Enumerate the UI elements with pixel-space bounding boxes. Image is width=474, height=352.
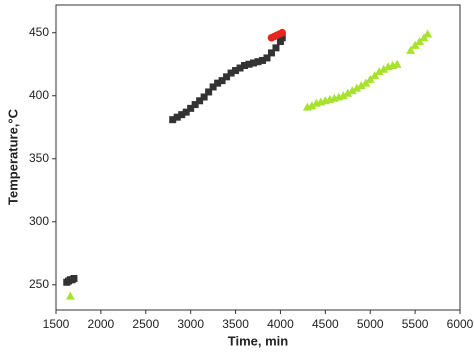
point: [352, 83, 362, 92]
point: [307, 101, 317, 110]
point: [278, 28, 287, 37]
point: [169, 116, 177, 124]
x-tick-label: 4000: [267, 317, 294, 331]
point: [343, 88, 353, 97]
point: [70, 274, 78, 282]
point: [205, 88, 213, 96]
y-tick-label: 450: [29, 25, 49, 39]
point: [263, 54, 271, 62]
x-tick-label: 2000: [88, 317, 115, 331]
point: [406, 45, 416, 54]
x-tick-label: 4500: [312, 317, 339, 331]
point: [232, 67, 240, 75]
point: [227, 69, 235, 77]
y-tick-label: 400: [29, 88, 49, 102]
x-tick-label: 3000: [177, 317, 204, 331]
point: [374, 67, 384, 76]
point: [178, 111, 186, 119]
point: [236, 64, 244, 72]
y-tick-label: 300: [29, 214, 49, 228]
point: [250, 59, 258, 67]
point: [258, 56, 266, 64]
point: [182, 108, 190, 116]
point: [370, 71, 380, 80]
point: [173, 113, 181, 121]
point: [241, 61, 249, 69]
point: [276, 38, 284, 46]
point: [254, 58, 262, 66]
point: [365, 74, 375, 83]
point: [65, 291, 75, 300]
point: [272, 44, 280, 52]
plot-frame: [55, 4, 461, 311]
y-tick-label: 350: [29, 151, 49, 165]
point: [187, 104, 195, 112]
point: [410, 40, 420, 49]
x-tick-label: 6000: [447, 317, 474, 331]
point: [200, 93, 208, 101]
y-axis-title: Temperature,°C: [5, 108, 20, 205]
x-tick-label: 5000: [357, 317, 384, 331]
point: [245, 60, 253, 68]
point: [196, 97, 204, 105]
x-tick-label: 1500: [43, 317, 70, 331]
point: [415, 37, 425, 46]
x-axis-title: Time, min: [228, 333, 289, 348]
point: [218, 77, 226, 85]
point: [347, 86, 357, 95]
point: [379, 64, 389, 73]
point: [392, 59, 402, 68]
point: [356, 81, 366, 90]
point: [338, 91, 348, 100]
x-tick-label: 5500: [402, 317, 429, 331]
y-tick-label: 250: [29, 277, 49, 291]
point: [214, 79, 222, 87]
point: [278, 34, 286, 42]
point: [267, 49, 275, 57]
point: [191, 101, 199, 109]
point: [423, 29, 433, 38]
x-tick-label: 3500: [222, 317, 249, 331]
point: [209, 83, 217, 91]
point: [223, 73, 231, 81]
x-tick-label: 2500: [132, 317, 159, 331]
point: [361, 78, 371, 87]
